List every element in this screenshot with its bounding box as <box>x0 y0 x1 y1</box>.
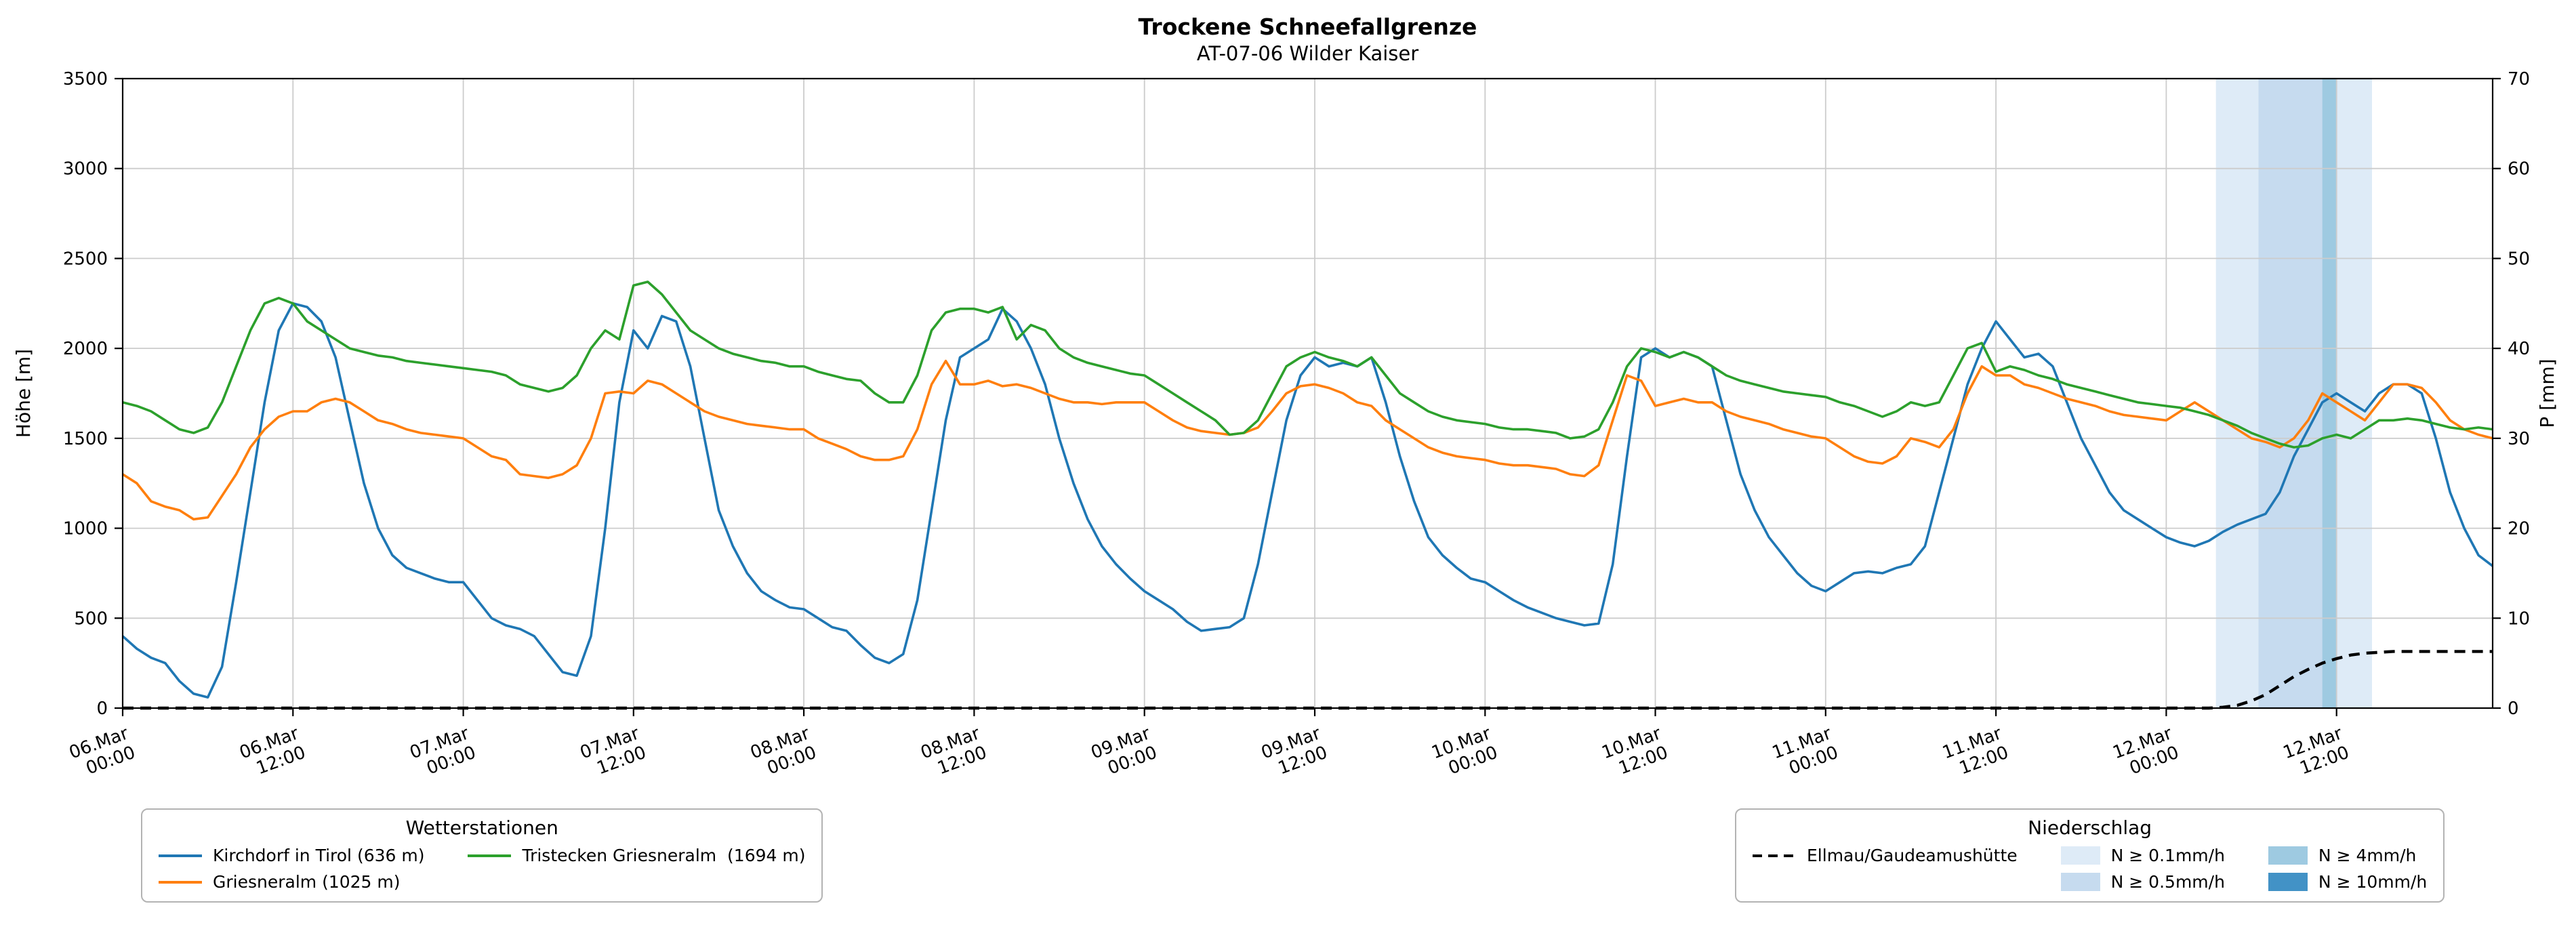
xtick-label: 07.Mar00:00 <box>407 723 479 782</box>
legend-stations: Wetterstationen Kirchdorf in Tirol (636 … <box>141 808 823 903</box>
precip-band-4 <box>2322 79 2337 708</box>
series-line-kirchdorf <box>121 302 2494 699</box>
svg-text:07.Mar00:00: 07.Mar00:00 <box>407 723 479 782</box>
svg-text:12.Mar12:00: 12.Mar12:00 <box>2281 723 2352 782</box>
legend-entry-ellmau: Ellmau/Gaudeamushütte <box>1753 846 2018 865</box>
legend-entry-n05: N ≥ 0.5mm/h <box>2060 872 2225 892</box>
legend-precip: Niederschlag Ellmau/Gaudeamushütte N ≥ 0… <box>1735 808 2445 903</box>
legend-entry-n4: N ≥ 4mm/h <box>2268 846 2427 865</box>
legend-label-griesneralm: Griesneralm (1025 m) <box>213 872 401 892</box>
patch-swatch-n01-icon <box>2060 846 2100 865</box>
legend-entry-griesneralm: Griesneralm (1025 m) <box>159 872 424 892</box>
legend-label-tristecken: Tristecken Griesneralm (1694 m) <box>522 846 806 865</box>
line-swatch-griesneralm-icon <box>159 880 202 884</box>
xtick-label: 12.Mar00:00 <box>2110 723 2182 782</box>
svg-text:11.Mar12:00: 11.Mar12:00 <box>1940 723 2011 782</box>
series-line-tristecken <box>122 281 2493 449</box>
ytick-right-label: 40 <box>2508 339 2530 359</box>
legend-precip-title: Niederschlag <box>2028 817 2152 839</box>
ytick-left-label: 1500 <box>63 429 108 449</box>
xtick-label: 12.Mar12:00 <box>2281 723 2352 782</box>
ytick-right-label: 10 <box>2508 608 2530 629</box>
legend-entry-n01: N ≥ 0.1mm/h <box>2060 846 2225 865</box>
xtick-label: 10.Mar12:00 <box>1599 723 1671 782</box>
svg-text:09.Mar00:00: 09.Mar00:00 <box>1088 723 1160 782</box>
svg-text:11.Mar00:00: 11.Mar00:00 <box>1770 723 1841 782</box>
patch-swatch-n05-icon <box>2060 873 2100 891</box>
ytick-left-label: 2500 <box>63 249 108 269</box>
series-line-ellmau <box>123 650 2493 710</box>
xtick-label: 06.Mar00:00 <box>66 723 138 782</box>
chart-subtitle: AT-07-06 Wilder Kaiser <box>1196 42 1419 65</box>
ytick-right-label: 70 <box>2508 69 2530 89</box>
xtick-label: 08.Mar00:00 <box>748 723 819 782</box>
legend-entry-spacer <box>468 872 805 892</box>
legend-label-ellmau: Ellmau/Gaudeamushütte <box>1807 846 2018 865</box>
patch-swatch-n10-icon <box>2268 873 2308 891</box>
ytick-right-label: 0 <box>2508 699 2519 719</box>
ytick-left-label: 3000 <box>63 159 108 180</box>
svg-text:08.Mar12:00: 08.Mar12:00 <box>918 723 990 782</box>
ytick-right-label: 30 <box>2508 429 2530 449</box>
legend-label-n05: N ≥ 0.5mm/h <box>2110 872 2225 892</box>
series-line-griesneralm <box>122 359 2493 521</box>
legend-label-n10: N ≥ 10mm/h <box>2318 872 2428 892</box>
legend-entry-tristecken: Tristecken Griesneralm (1694 m) <box>468 846 805 865</box>
svg-text:Höhe [m]: Höhe [m] <box>12 349 35 438</box>
svg-text:12.Mar00:00: 12.Mar00:00 <box>2110 723 2182 782</box>
ytick-right-label: 60 <box>2508 159 2530 180</box>
chart-title: Trockene Schneefallgrenze <box>1138 14 1477 40</box>
svg-text:09.Mar12:00: 09.Mar12:00 <box>1259 723 1330 782</box>
y-axis-label-left: Höhe [m] <box>12 349 35 438</box>
patch-swatch-n4-icon <box>2268 846 2308 865</box>
xtick-label: 11.Mar00:00 <box>1770 723 1841 782</box>
legend-entry-n10: N ≥ 10mm/h <box>2268 872 2427 892</box>
svg-text:10.Mar12:00: 10.Mar12:00 <box>1599 723 1671 782</box>
ytick-left-label: 500 <box>74 608 108 629</box>
legend-label-kirchdorf: Kirchdorf in Tirol (636 m) <box>213 846 425 865</box>
svg-text:06.Mar12:00: 06.Mar12:00 <box>237 723 308 782</box>
svg-text:P [mm]: P [mm] <box>2536 358 2558 428</box>
ytick-left-label: 0 <box>96 699 108 719</box>
legend-entry-kirchdorf: Kirchdorf in Tirol (636 m) <box>159 846 424 865</box>
xtick-label: 09.Mar00:00 <box>1088 723 1160 782</box>
svg-text:06.Mar00:00: 06.Mar00:00 <box>66 723 138 782</box>
ytick-right-label: 20 <box>2508 519 2530 539</box>
svg-text:07.Mar12:00: 07.Mar12:00 <box>577 723 649 782</box>
legend-stations-title: Wetterstationen <box>405 817 558 839</box>
line-swatch-kirchdorf-icon <box>159 854 202 857</box>
ytick-right-label: 50 <box>2508 249 2530 269</box>
legend-label-n01: N ≥ 0.1mm/h <box>2110 846 2225 865</box>
xtick-label: 11.Mar12:00 <box>1940 723 2011 782</box>
xtick-label: 10.Mar00:00 <box>1429 723 1500 782</box>
plot-border <box>121 77 2494 709</box>
svg-text:10.Mar00:00: 10.Mar00:00 <box>1429 723 1500 782</box>
y-axis-label-right: P [mm] <box>2536 358 2558 428</box>
legend-entry-spacer <box>1753 872 2018 892</box>
xtick-label: 06.Mar12:00 <box>237 723 308 782</box>
ytick-left-label: 1000 <box>63 519 108 539</box>
dashed-line-swatch-icon <box>1753 854 1796 857</box>
ytick-left-label: 2000 <box>63 339 108 359</box>
ytick-left-label: 3500 <box>63 69 108 89</box>
line-swatch-tristecken-icon <box>468 854 512 857</box>
svg-text:08.Mar00:00: 08.Mar00:00 <box>748 723 819 782</box>
xtick-label: 08.Mar12:00 <box>918 723 990 782</box>
legend-label-n4: N ≥ 4mm/h <box>2318 846 2417 865</box>
xtick-label: 09.Mar12:00 <box>1259 723 1330 782</box>
xtick-label: 07.Mar12:00 <box>577 723 649 782</box>
